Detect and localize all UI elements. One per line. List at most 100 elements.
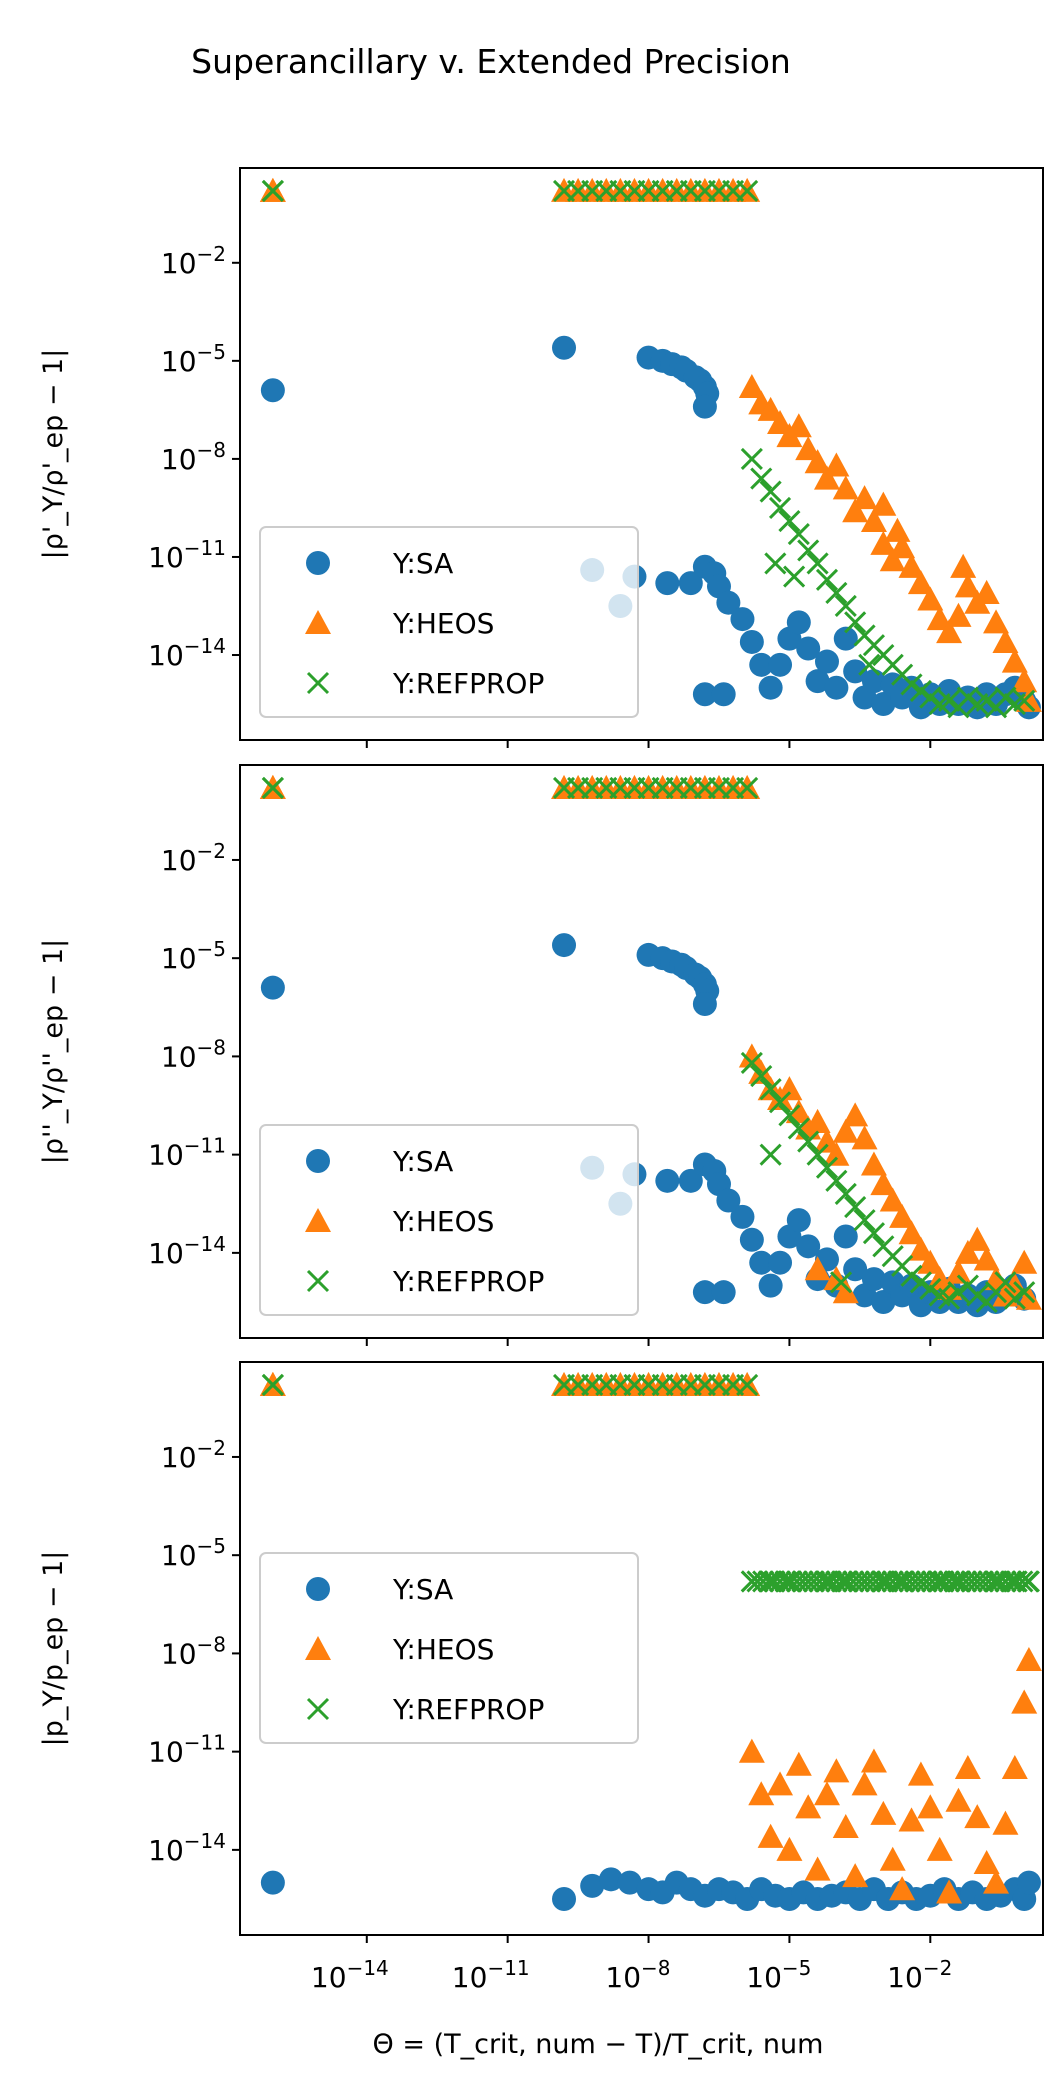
data-point [919, 686, 942, 709]
axes-frame [239, 1361, 1044, 1936]
data-point [768, 496, 792, 519]
data-point [758, 1273, 783, 1298]
data-point [1013, 1281, 1036, 1304]
legend-marker [306, 1149, 330, 1173]
data-point [861, 1267, 886, 1292]
data-point [764, 552, 787, 575]
data-point [830, 1271, 853, 1294]
data-point [832, 1813, 859, 1838]
data-point [806, 1143, 829, 1166]
data-point [842, 1863, 869, 1888]
x-axis-label: Θ = (T_crit, num − T)/T_crit, num [373, 2029, 824, 2060]
data-point [870, 491, 897, 516]
data-point [825, 581, 848, 604]
data-point [1013, 689, 1036, 712]
data-point [871, 1289, 896, 1314]
data-point [842, 498, 869, 523]
data-point [711, 682, 736, 707]
data-point [945, 1259, 972, 1284]
data-point [889, 1203, 916, 1228]
legend-label: Y:SA [392, 1573, 453, 1606]
data-point [655, 571, 680, 596]
data-point [917, 586, 944, 611]
data-point [909, 679, 932, 703]
data-point [879, 547, 906, 572]
data-point [907, 1761, 934, 1786]
legend-label: Y:HEOS [392, 607, 494, 640]
data-point [552, 335, 577, 360]
legend-marker [306, 1577, 330, 1601]
data-point [945, 1787, 972, 1812]
data-point [748, 1781, 775, 1806]
data-point [738, 1738, 765, 1763]
data-point [860, 508, 887, 533]
data-point [947, 1281, 970, 1304]
data-point [716, 1188, 741, 1213]
data-point [806, 552, 829, 575]
data-point [795, 1794, 822, 1819]
data-point [909, 1271, 932, 1294]
data-point [898, 1220, 925, 1245]
x-tick-label: 10−11 [452, 1956, 530, 1994]
data-point [823, 1758, 850, 1783]
data-point [785, 1751, 812, 1776]
data-point [552, 933, 577, 958]
legend-marker [305, 1208, 331, 1233]
data-point [898, 553, 925, 578]
y-tick-label: 10−5 [161, 937, 226, 975]
data-point [833, 626, 858, 651]
panel-2: 10−2 10−5 10−8 10−11 10−14 |ρ''_Y/ρ''_ep − 1|… [38, 764, 1044, 1346]
legend-marker [306, 1697, 330, 1721]
legend-label: Y:SA [392, 1145, 453, 1178]
data-point [759, 480, 782, 503]
data-point [879, 1187, 906, 1212]
data-point [739, 1227, 764, 1252]
data-point [797, 539, 820, 562]
data-point [740, 1051, 763, 1075]
data-point [768, 652, 793, 677]
data-point [1011, 1249, 1038, 1274]
data-point [900, 1264, 923, 1287]
data-point [844, 611, 867, 634]
data-point [964, 1804, 991, 1829]
data-point [936, 1879, 963, 1904]
data-point [860, 1151, 887, 1176]
data-point [749, 1250, 774, 1275]
data-point [598, 1867, 623, 1892]
series-sa [260, 1867, 1041, 1911]
plot-area [259, 774, 1042, 1318]
data-point [992, 628, 1019, 653]
data-point [973, 1849, 1000, 1875]
data-point [805, 669, 830, 694]
data-point [778, 1104, 801, 1127]
data-point [1015, 687, 1042, 712]
data-point [692, 682, 717, 707]
series-refprop [261, 776, 1036, 1314]
y-tick-label: 10−5 [161, 340, 226, 378]
x-tick-label: 10−5 [746, 1956, 811, 1994]
legend-marker [306, 1269, 330, 1293]
data-point [261, 776, 284, 799]
data-point [260, 975, 285, 1000]
y-tick-label: 10−11 [148, 536, 226, 574]
data-point [851, 1771, 878, 1796]
data-point [832, 475, 859, 500]
data-point [945, 602, 972, 627]
data-point [692, 394, 717, 419]
legend-label: Y:SA [392, 547, 453, 580]
data-point [823, 452, 850, 477]
data-point [907, 570, 934, 595]
data-point [738, 373, 765, 399]
data-point [759, 1078, 782, 1101]
data-point [786, 610, 811, 635]
y-axis-label: |p_Y/p_ep − 1| [38, 1551, 69, 1747]
data-point [778, 509, 801, 533]
data-point [950, 553, 977, 578]
legend: Y:SA Y:HEOS Y:REFPROP [259, 1552, 639, 1744]
refprop-band [740, 1570, 1040, 1593]
legend-frame [259, 526, 639, 718]
data-point [844, 1195, 867, 1219]
panel-3: 10−2 10−5 10−8 10−11 10−14 10−14 10−11 10−8 10−5… [38, 1361, 1044, 1994]
data-point [813, 1781, 840, 1806]
data-point [797, 1130, 820, 1153]
